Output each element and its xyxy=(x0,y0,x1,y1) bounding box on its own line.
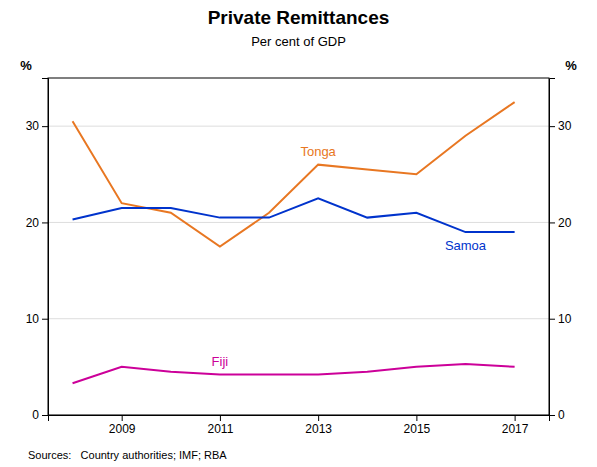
grid-line xyxy=(48,222,549,223)
tick-label: 20 xyxy=(26,216,40,230)
tick-label: 0 xyxy=(558,408,565,422)
tick: 30 xyxy=(26,119,48,133)
y2-axis-label: % xyxy=(565,58,577,73)
grid-line xyxy=(48,318,549,319)
tick-label: 2013 xyxy=(305,422,332,436)
tick-mark xyxy=(122,415,123,421)
tick-mark xyxy=(515,415,516,421)
tick-label: 30 xyxy=(558,119,572,133)
tick-mark xyxy=(42,126,48,127)
tick-label: 0 xyxy=(32,408,39,422)
tick-label: 2017 xyxy=(502,422,529,436)
line-label: Samoa xyxy=(445,238,487,253)
tick: 0 xyxy=(549,408,565,422)
tick: 2013 xyxy=(305,415,332,436)
tick: 10 xyxy=(549,312,572,326)
tick: 2015 xyxy=(404,415,431,436)
tick-mark xyxy=(220,415,221,421)
lines xyxy=(73,102,515,383)
tick-mark xyxy=(549,415,555,416)
tick-label: 10 xyxy=(558,312,572,326)
source: Sources: Country authorities; IMF; RBA xyxy=(28,449,227,461)
tick-label: 20 xyxy=(558,216,572,230)
tick: 2017 xyxy=(502,415,529,436)
tick-mark xyxy=(42,222,48,223)
line-label: Fiji xyxy=(212,354,229,369)
x-axis: 2009 2011 2013 2015 2017 xyxy=(49,415,550,436)
axis-line xyxy=(49,416,550,422)
tick: 10 xyxy=(26,312,48,326)
line xyxy=(73,102,515,246)
y-axis-label: % xyxy=(20,58,32,73)
tick-mark xyxy=(416,415,417,421)
tick: 30 xyxy=(549,119,572,133)
plot: 2009 2011 2013 2015 2017 0 10 20 30 0 10 20 30 Tonga S… xyxy=(26,78,572,436)
y2-axis: 0 10 20 30 xyxy=(549,79,572,423)
tick-mark xyxy=(549,222,555,223)
tick-mark xyxy=(42,415,48,416)
tick-mark xyxy=(42,319,48,320)
tick-label: 2011 xyxy=(208,422,234,436)
tick: 2011 xyxy=(208,415,234,436)
grid-line xyxy=(48,126,549,127)
tick-label: 2009 xyxy=(109,422,136,436)
tick: 2009 xyxy=(109,415,136,436)
line-label: Tonga xyxy=(300,144,336,159)
tick-label: 2015 xyxy=(404,422,431,436)
chart: Private RemittancesPer cent of GDP200920… xyxy=(0,0,597,467)
tick-label: 30 xyxy=(26,119,40,133)
y-axis: 0 10 20 30 xyxy=(26,79,49,423)
tick: 0 xyxy=(32,408,48,422)
title: Private Remittances xyxy=(208,7,390,28)
line xyxy=(73,364,515,383)
tick: 20 xyxy=(26,216,48,230)
plot-frame xyxy=(48,78,549,415)
subtitle: Per cent of GDP xyxy=(251,34,346,49)
tick-mark xyxy=(549,126,555,127)
tick: 20 xyxy=(549,216,572,230)
grid xyxy=(48,126,549,415)
tick-mark xyxy=(549,319,555,320)
line xyxy=(73,198,515,232)
line-labels: Tonga Samoa Fiji xyxy=(212,144,487,369)
axis-line xyxy=(550,79,556,416)
tick-label: 10 xyxy=(26,312,40,326)
tick-mark xyxy=(318,415,319,421)
